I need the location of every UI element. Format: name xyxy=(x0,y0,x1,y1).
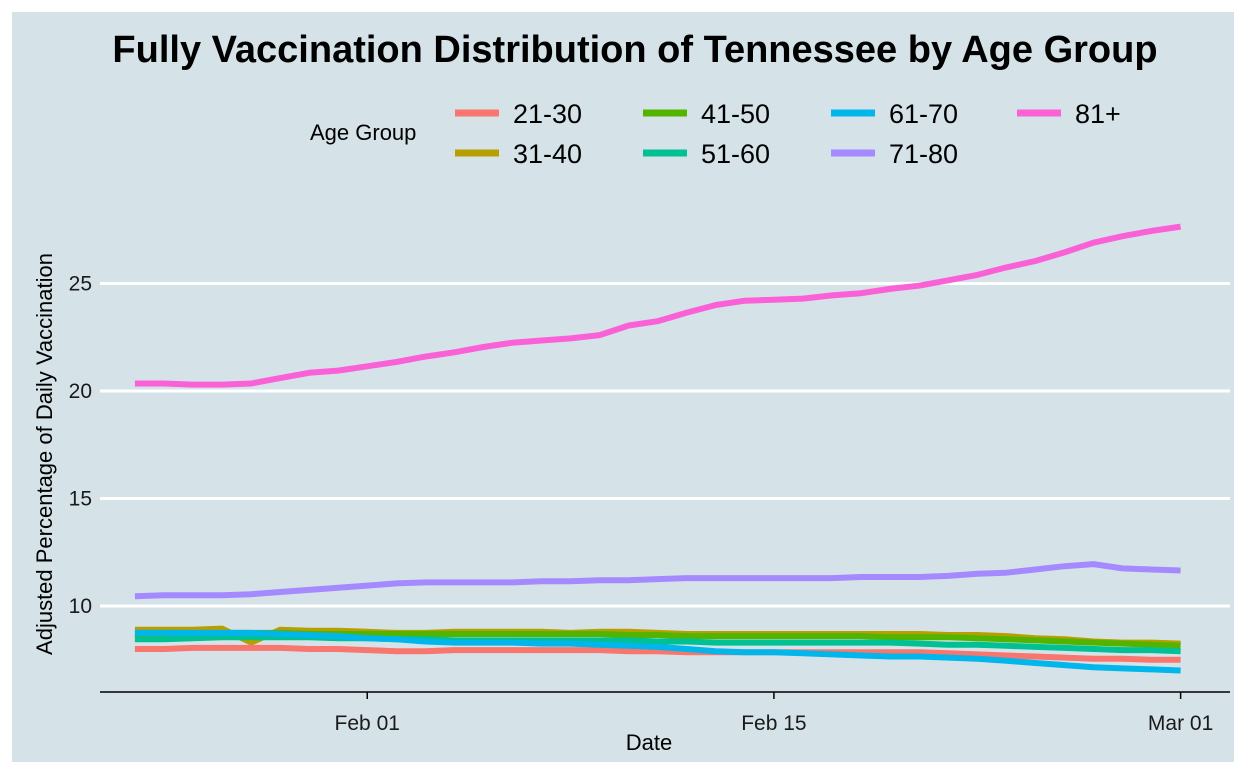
y-tick-label: 20 xyxy=(69,380,92,403)
legend-item-81plus: 81+ xyxy=(1017,99,1121,129)
x-axis-title: Date xyxy=(626,730,672,755)
legend-label: 81+ xyxy=(1075,99,1121,129)
legend-label: 61-70 xyxy=(889,99,958,129)
y-tick-label: 10 xyxy=(69,595,92,618)
x-tick-label: Mar 01 xyxy=(1148,712,1213,735)
gridlines xyxy=(100,282,1230,608)
series-lines xyxy=(134,223,1182,674)
legend-label: 21-30 xyxy=(513,99,582,129)
line-chart: Fully Vaccination Distribution of Tennes… xyxy=(32,29,1230,755)
legend-item-21-30: 21-30 xyxy=(455,99,582,129)
legend-label: 31-40 xyxy=(513,139,582,169)
y-tick-label: 15 xyxy=(69,488,92,511)
legend-item-31-40: 31-40 xyxy=(455,139,582,169)
legend-item-51-60: 51-60 xyxy=(643,139,770,169)
legend-title: Age Group xyxy=(310,120,416,145)
legend-item-71-80: 71-80 xyxy=(831,139,958,169)
series-line-61-70 xyxy=(134,629,1181,674)
legend-label: 41-50 xyxy=(701,99,770,129)
legend-item-61-70: 61-70 xyxy=(831,99,958,129)
y-tick-label: 25 xyxy=(69,273,92,296)
x-tick-label: Feb 15 xyxy=(741,712,806,735)
legend: Age Group 21-30 31-40 41-50 51-60 61-70 71-80… xyxy=(310,99,1121,169)
y-axis-title: Adjusted Percentage of Daily Vaccination xyxy=(32,253,57,655)
series-line-21-30 xyxy=(134,644,1181,663)
series-line-81plus xyxy=(134,223,1182,388)
legend-label: 71-80 xyxy=(889,139,958,169)
legend-item-41-50: 41-50 xyxy=(643,99,770,129)
legend-label: 51-60 xyxy=(701,139,770,169)
axes: 10 15 20 25 Feb 01 Feb 15 Mar 01 xyxy=(69,273,1230,735)
series-line-71-80 xyxy=(134,561,1181,600)
x-tick-label: Feb 01 xyxy=(335,712,400,735)
chart-title: Fully Vaccination Distribution of Tennes… xyxy=(112,29,1157,71)
chart-panel: Fully Vaccination Distribution of Tennes… xyxy=(12,12,1234,762)
